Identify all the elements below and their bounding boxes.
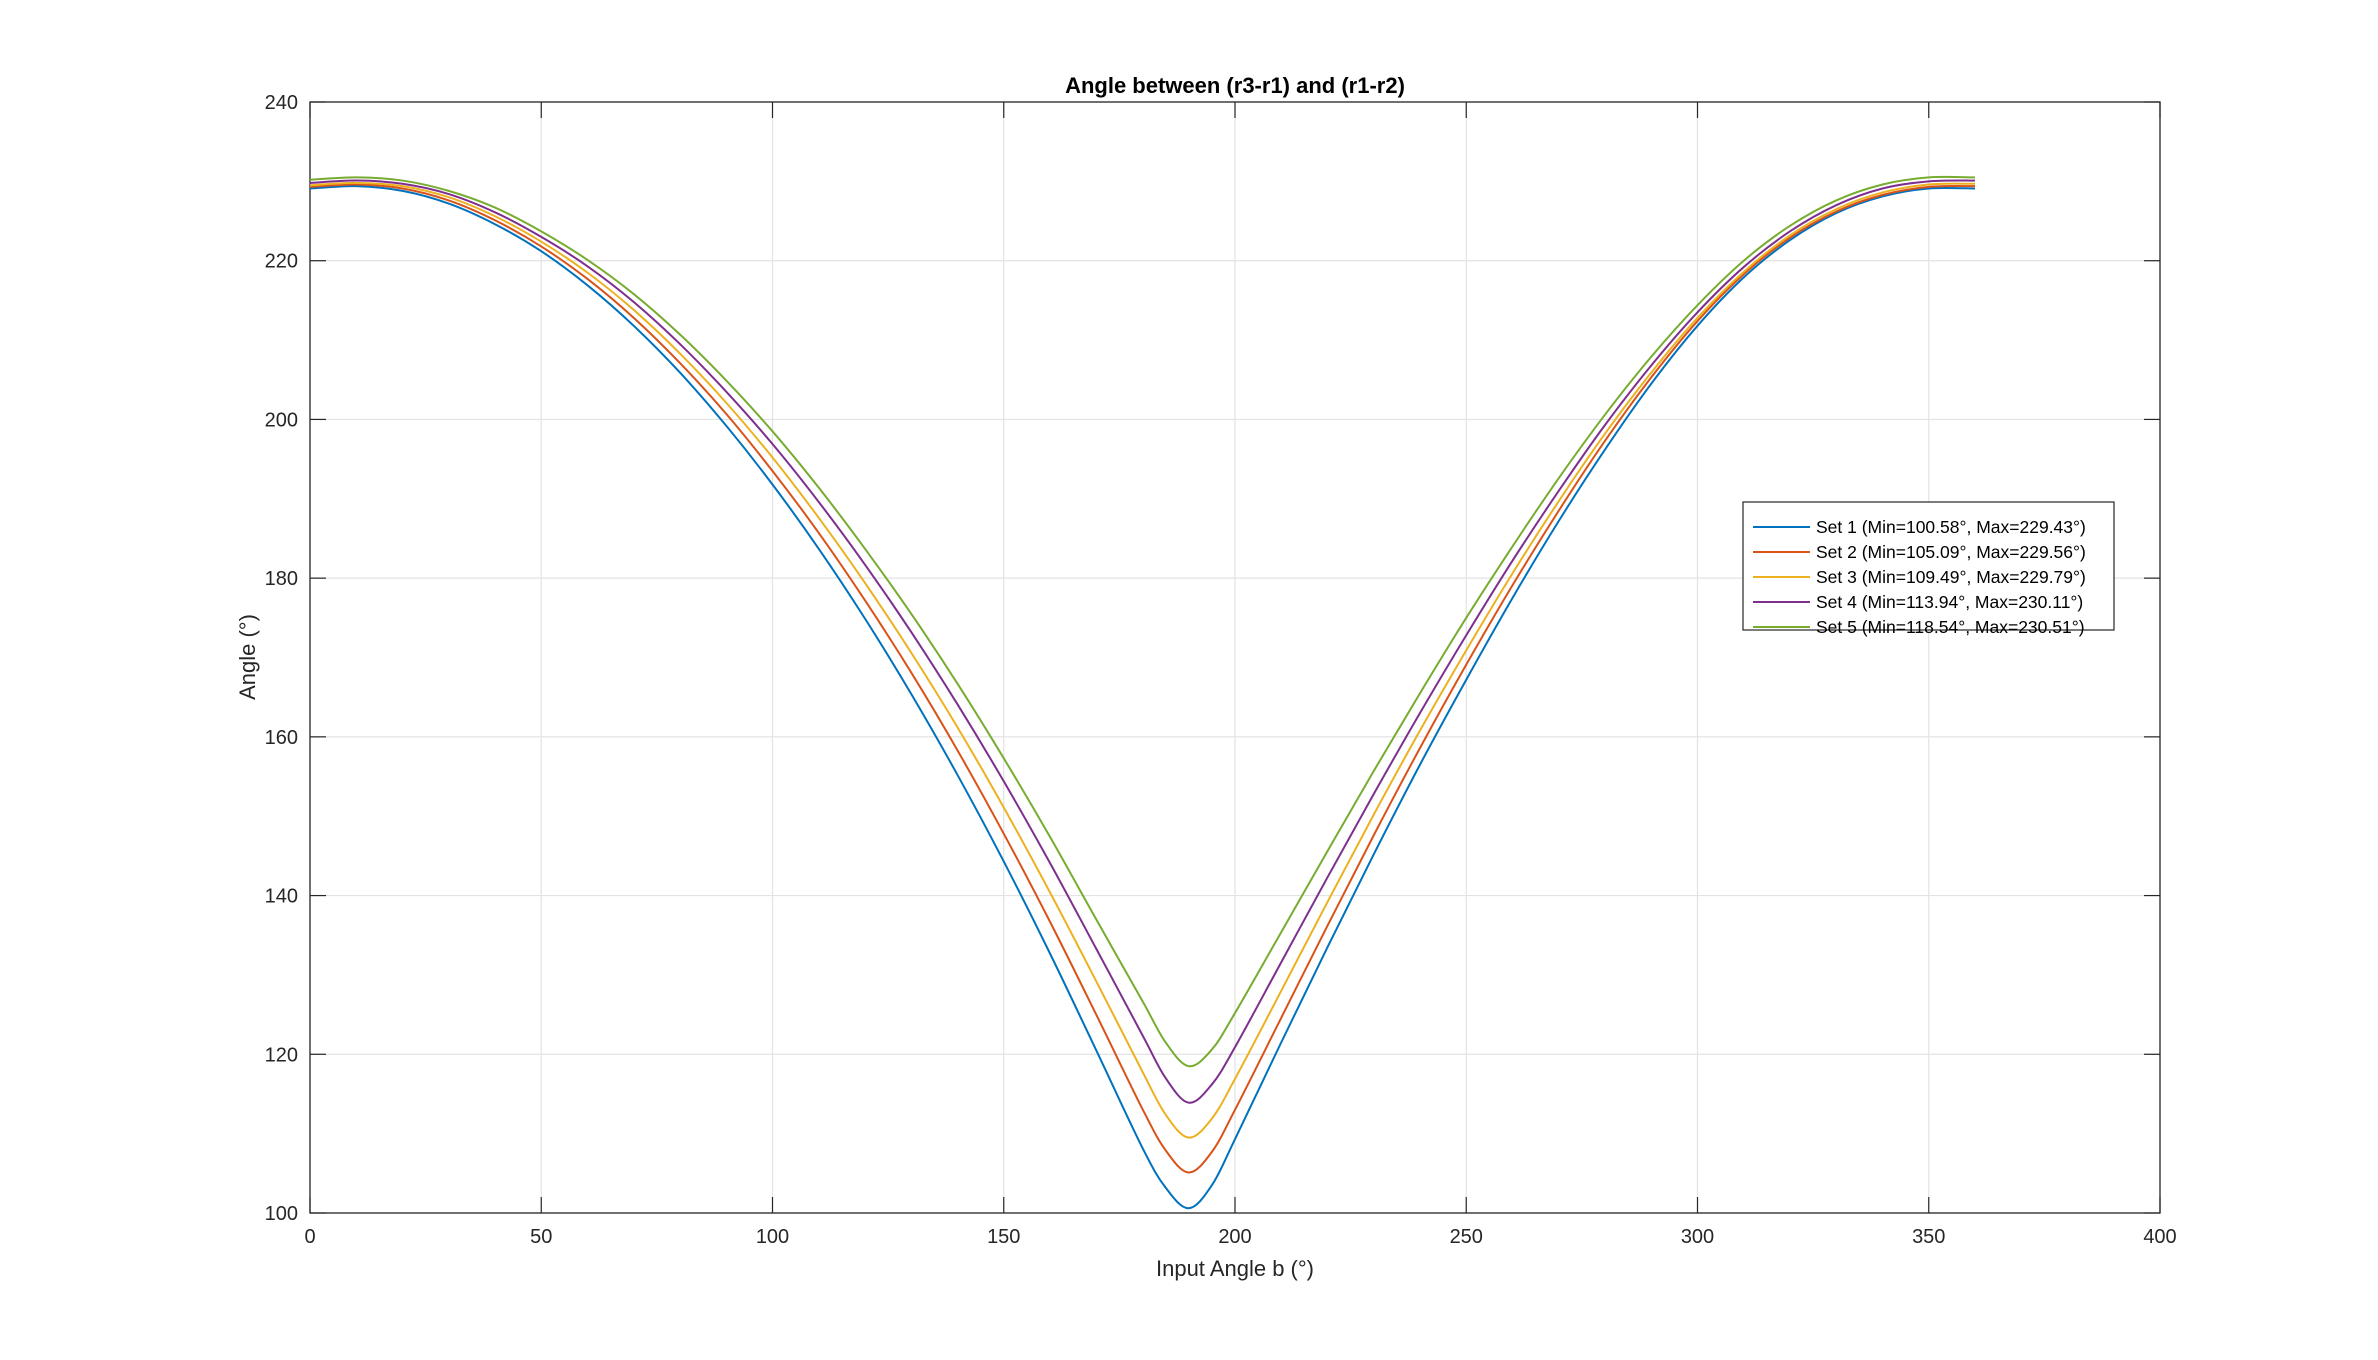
x-axis-label: Input Angle b (°) bbox=[1156, 1256, 1314, 1281]
series-line-2 bbox=[309, 183, 1976, 1174]
y-tick-label: 160 bbox=[265, 727, 298, 749]
legend-label-3: Set 3 (Min=109.49°, Max=229.79°) bbox=[1816, 567, 2086, 587]
series-line-5 bbox=[309, 175, 1976, 1068]
x-tick-label: 0 bbox=[304, 1226, 315, 1248]
axis-ticks: 0 50 100 150 200 250 300 350 400 100 120 140 160 180 2… bbox=[265, 92, 2177, 1248]
y-tick-label: 240 bbox=[265, 92, 298, 114]
y-tick-label: 140 bbox=[265, 886, 298, 908]
y-tick-label: 200 bbox=[265, 409, 298, 431]
legend-label-4: Set 4 (Min=113.94°, Max=230.11°) bbox=[1816, 592, 2083, 612]
x-tick-label: 300 bbox=[1681, 1226, 1714, 1248]
legend-label-1: Set 1 (Min=100.58°, Max=229.43°) bbox=[1816, 517, 2086, 537]
series-line-4 bbox=[309, 179, 1976, 1104]
series-lines bbox=[309, 175, 1976, 1210]
x-tick-label: 50 bbox=[530, 1226, 552, 1248]
y-tick-label: 100 bbox=[265, 1203, 298, 1225]
x-tick-label: 350 bbox=[1912, 1226, 1945, 1248]
x-tick-label: 100 bbox=[756, 1226, 789, 1248]
x-tick-label: 400 bbox=[2143, 1226, 2176, 1248]
legend: Set 1 (Min=100.58°, Max=229.43°) Set 2 (M… bbox=[1742, 501, 2115, 637]
legend-box bbox=[1742, 501, 2115, 631]
x-tick-label: 150 bbox=[987, 1226, 1020, 1248]
y-tick-label: 180 bbox=[265, 568, 298, 590]
chart-title: Angle between (r3-r1) and (r1-r2) bbox=[1065, 73, 1405, 98]
y-tick-label: 220 bbox=[265, 251, 298, 273]
y-tick-label: 120 bbox=[265, 1044, 298, 1066]
series-line-3 bbox=[309, 181, 1976, 1139]
x-tick-label: 200 bbox=[1218, 1226, 1251, 1248]
legend-label-2: Set 2 (Min=105.09°, Max=229.56°) bbox=[1816, 542, 2086, 562]
series-line-1 bbox=[309, 185, 1976, 1210]
legend-label-5: Set 5 (Min=118.54°, Max=230.51°) bbox=[1816, 617, 2085, 637]
x-tick-label: 250 bbox=[1450, 1226, 1483, 1248]
y-axis-label: Angle (°) bbox=[235, 614, 260, 700]
